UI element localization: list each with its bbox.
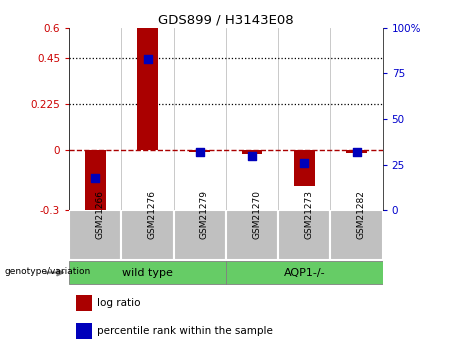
Bar [76, 323, 92, 339]
Text: GSM21282: GSM21282 [356, 190, 366, 239]
Title: GDS899 / H3143E08: GDS899 / H3143E08 [158, 13, 294, 27]
Bar [137, 28, 158, 149]
Text: GSM21270: GSM21270 [252, 190, 261, 239]
Bar [85, 149, 106, 217]
Text: percentile rank within the sample: percentile rank within the sample [97, 326, 273, 336]
Bar [346, 149, 367, 153]
FancyBboxPatch shape [121, 210, 174, 260]
Point [301, 160, 308, 166]
Text: GSM21276: GSM21276 [148, 190, 157, 239]
FancyBboxPatch shape [69, 210, 121, 260]
Point [353, 149, 360, 155]
Text: GSM21273: GSM21273 [304, 190, 313, 239]
Bar [76, 295, 92, 311]
Bar [294, 149, 315, 186]
FancyBboxPatch shape [278, 210, 331, 260]
Text: wild type: wild type [122, 268, 173, 277]
FancyBboxPatch shape [174, 210, 226, 260]
FancyBboxPatch shape [226, 210, 278, 260]
Text: GSM21266: GSM21266 [95, 190, 104, 239]
Point [248, 153, 256, 158]
FancyBboxPatch shape [331, 210, 383, 260]
Text: AQP1-/-: AQP1-/- [284, 268, 325, 277]
Point [196, 149, 203, 155]
Point [144, 56, 151, 61]
FancyBboxPatch shape [226, 261, 383, 284]
Point [92, 175, 99, 180]
Text: GSM21279: GSM21279 [200, 190, 209, 239]
Bar [242, 149, 262, 154]
FancyBboxPatch shape [69, 261, 226, 284]
Text: log ratio: log ratio [97, 298, 140, 308]
Text: genotype/variation: genotype/variation [5, 267, 91, 276]
Bar [189, 149, 210, 152]
